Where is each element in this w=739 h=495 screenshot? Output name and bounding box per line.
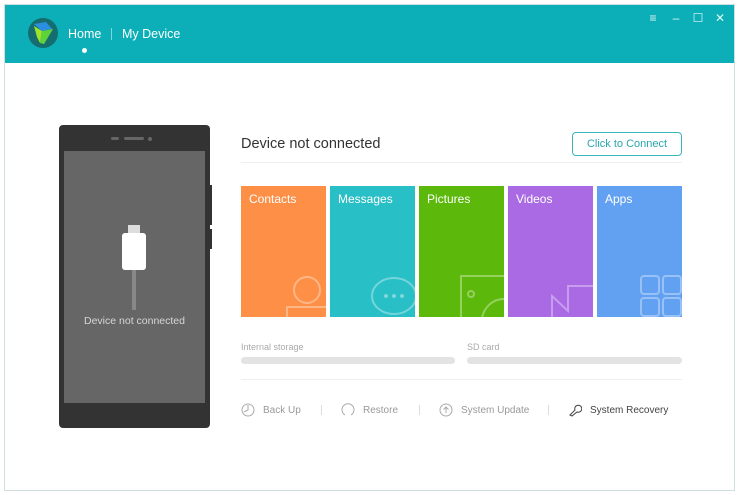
page-title: Device not connected (241, 136, 381, 152)
tile-pictures[interactable]: Pictures (419, 186, 504, 317)
menu-icon[interactable]: ≡ (649, 11, 657, 25)
clock-icon (241, 403, 255, 417)
tile-label: Messages (338, 192, 393, 206)
connect-button[interactable]: Click to Connect (572, 132, 682, 156)
maximize-icon[interactable]: ☐ (692, 11, 704, 25)
restore-button[interactable]: Restore (341, 403, 398, 417)
action-separator (548, 405, 549, 415)
tile-apps[interactable]: Apps (597, 186, 682, 317)
close-icon[interactable]: ✕ (714, 11, 726, 25)
phone-sensor (111, 137, 119, 140)
phone-illustration: Device not connected (59, 125, 212, 428)
app-logo-icon (28, 18, 58, 48)
internal-storage-bar (241, 357, 455, 364)
tile-label: Videos (516, 192, 553, 206)
divider (241, 162, 682, 163)
wrench-icon (569, 404, 582, 417)
backup-button[interactable]: Back Up (241, 403, 301, 417)
minimize-icon[interactable]: – (672, 11, 680, 25)
system-recovery-button[interactable]: System Recovery (568, 403, 668, 417)
system-update-button[interactable]: System Update (439, 403, 529, 417)
tile-label: Apps (605, 192, 633, 206)
phone-speaker (124, 137, 144, 140)
picture-icon (460, 275, 504, 317)
nav-home[interactable]: Home (68, 27, 102, 41)
tile-messages[interactable]: Messages (330, 186, 415, 317)
tile-label: Contacts (249, 192, 297, 206)
restore-label: Restore (363, 404, 399, 416)
usb-cable-icon (122, 225, 146, 310)
phone-screen: Device not connected (64, 151, 205, 403)
update-icon (439, 403, 453, 417)
sd-card-bar (467, 357, 682, 364)
tile-label: Pictures (427, 192, 471, 206)
app-window: Home My Device ≡ – ☐ ✕ Device not connec… (4, 4, 735, 491)
divider (241, 379, 682, 380)
sd-card-label: SD card (467, 342, 500, 352)
action-separator (321, 405, 322, 415)
person-icon (286, 276, 326, 317)
video-icon (551, 285, 593, 317)
active-nav-indicator (82, 48, 87, 53)
phone-status-text: Device not connected (84, 315, 185, 327)
nav-separator (111, 28, 112, 40)
nav-my-device[interactable]: My Device (122, 27, 181, 41)
internal-storage-label: Internal storage (241, 342, 304, 352)
tile-videos[interactable]: Videos (508, 186, 593, 317)
apps-icon (640, 275, 682, 317)
tile-contacts[interactable]: Contacts (241, 186, 326, 317)
restore-icon (341, 403, 355, 416)
system-recovery-label: System Recovery (590, 404, 669, 416)
header: Home My Device ≡ – ☐ ✕ (5, 5, 734, 63)
action-separator (419, 405, 420, 415)
backup-label: Back Up (263, 404, 301, 416)
phone-camera (148, 137, 152, 141)
phone-side-button (210, 229, 212, 249)
chat-icon (371, 277, 415, 315)
phone-side-button (210, 185, 212, 225)
system-update-label: System Update (461, 404, 530, 416)
